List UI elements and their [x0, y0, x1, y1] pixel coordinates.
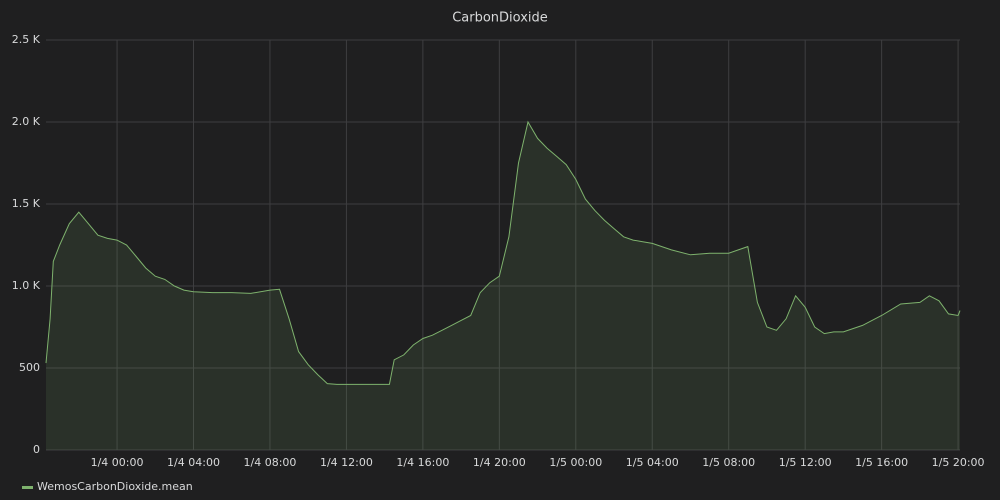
- y-tick-label: 2.5 K: [12, 33, 41, 46]
- x-tick-label: 1/4 00:00: [91, 456, 144, 469]
- y-tick-label: 1.5 K: [12, 197, 41, 210]
- x-tick-label: 1/5 08:00: [702, 456, 755, 469]
- y-tick-label: 500: [19, 361, 40, 374]
- x-tick-label: 1/4 12:00: [320, 456, 373, 469]
- legend-label[interactable]: WemosCarbonDioxide.mean: [37, 480, 193, 493]
- x-tick-label: 1/4 08:00: [244, 456, 297, 469]
- x-tick-label: 1/5 20:00: [932, 456, 985, 469]
- legend-swatch[interactable]: [22, 486, 33, 489]
- y-tick-label: 0: [33, 443, 40, 456]
- x-tick-label: 1/5 00:00: [549, 456, 602, 469]
- series-area: [46, 122, 960, 450]
- y-tick-label: 1.0 K: [12, 279, 41, 292]
- x-tick-label: 1/5 16:00: [855, 456, 908, 469]
- x-tick-label: 1/5 04:00: [626, 456, 679, 469]
- y-tick-label: 2.0 K: [12, 115, 41, 128]
- x-tick-label: 1/4 04:00: [167, 456, 220, 469]
- x-tick-label: 1/5 12:00: [779, 456, 832, 469]
- series-line: [45, 120, 961, 385]
- chart-title: CarbonDioxide: [452, 11, 548, 26]
- x-tick-label: 1/4 20:00: [473, 456, 526, 469]
- x-tick-label: 1/4 16:00: [396, 456, 449, 469]
